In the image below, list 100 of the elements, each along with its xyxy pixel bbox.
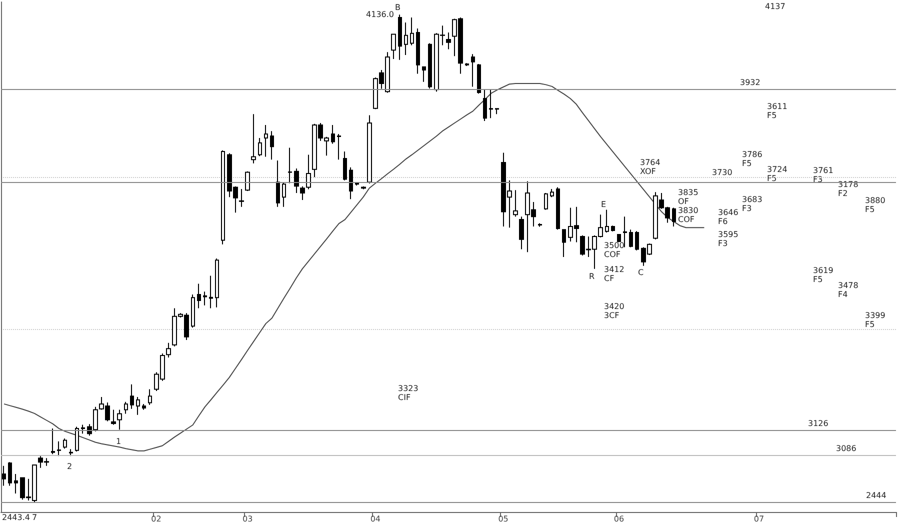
annotation: 4136.0 [366, 10, 394, 19]
candlestick [605, 209, 609, 234]
candlestick [617, 233, 621, 243]
candlestick [130, 384, 134, 410]
x-tick-label: 06 [614, 514, 624, 524]
candlestick [446, 32, 451, 50]
annotation: 3086 [836, 444, 856, 453]
annotation: 3420 3CF [604, 302, 624, 320]
candlestick [264, 124, 268, 158]
candlestick [477, 63, 481, 94]
candlestick [519, 216, 524, 250]
x-tick-label: 07 [754, 514, 764, 524]
candlestick [404, 22, 408, 56]
candlestick [142, 403, 146, 410]
annotation: 3646 F6 [718, 208, 738, 226]
candlestick [209, 275, 213, 309]
candlestick [489, 89, 493, 119]
candlestick [623, 216, 627, 248]
candlestick [398, 14, 402, 60]
annotation: 3932 [740, 78, 760, 87]
candlestick [270, 130, 274, 160]
annotation: 3412 CF [604, 265, 624, 283]
candlestick [245, 170, 250, 192]
candlestick [203, 291, 207, 306]
candlestick [465, 62, 469, 66]
candlestick [562, 229, 566, 258]
candlestick [191, 294, 195, 328]
candlestick [428, 42, 432, 89]
candlestick [416, 28, 420, 74]
candlestick [75, 426, 79, 452]
candlestick [367, 114, 372, 184]
x-tick-label: 05 [498, 514, 508, 524]
candlestick [391, 33, 396, 60]
annotation: 3786 F5 [742, 150, 762, 168]
candlestick [495, 108, 499, 115]
annotation: 3683 F3 [742, 195, 762, 213]
annotation: 3830 COF [678, 206, 698, 224]
candlestick [197, 283, 201, 309]
candlestick [2, 465, 6, 486]
candlestick [361, 186, 366, 190]
candlestick [410, 17, 414, 46]
candlestick [51, 428, 55, 455]
annotation: 3323 CIF [398, 384, 418, 402]
candlestick [349, 166, 353, 200]
candlestick [63, 438, 67, 450]
candlestick [136, 396, 140, 416]
annotation: 1 [116, 437, 122, 446]
candlestick [343, 151, 347, 181]
candlestick [550, 188, 554, 198]
candlestick [117, 409, 122, 430]
candlestick [221, 150, 225, 245]
annotation: 2 [67, 462, 72, 471]
annotation: 3730 [712, 168, 732, 177]
annotation: 3478 F4 [838, 281, 858, 299]
candlestick [629, 229, 633, 248]
candlestick [513, 190, 518, 218]
annotation: 3880 F5 [865, 196, 886, 214]
annotation: 3619 F5 [813, 266, 834, 284]
annotation: 4137 [765, 2, 786, 11]
candlestick [422, 66, 426, 82]
annotation: 3764 XOF [640, 158, 660, 176]
annotation: 3835 OF [678, 188, 698, 206]
candlestick [251, 114, 256, 164]
candlestick [111, 409, 116, 426]
candlestick [294, 168, 299, 194]
candlestick [81, 424, 85, 434]
candlestick [69, 448, 73, 457]
x-tick-label: 03 [242, 514, 253, 524]
candlestick [483, 89, 487, 122]
annotation: B [395, 3, 400, 12]
candlestick [337, 133, 341, 160]
annotation: E [601, 200, 606, 209]
candlestick [239, 188, 244, 208]
candlestick [8, 462, 12, 486]
candlestick [331, 124, 335, 144]
candlestick [215, 258, 219, 308]
annotation: C [638, 268, 644, 277]
candlestick [148, 388, 152, 406]
candlestick [14, 473, 18, 494]
annotation: 3595 F3 [718, 230, 738, 248]
candlestick [544, 192, 548, 210]
candlestick [166, 342, 171, 358]
candlestick [288, 147, 292, 184]
annotation: 3500 COF [604, 241, 624, 259]
candlestick [611, 225, 615, 232]
candlestick [672, 207, 676, 227]
x-tick-label: 02 [151, 514, 162, 524]
candlestick [556, 186, 560, 230]
candlestick [635, 230, 639, 251]
candlestick [282, 182, 286, 208]
annotation: 3611 F5 [767, 102, 788, 120]
candlestick [124, 401, 128, 414]
candlestick [471, 54, 475, 88]
text: 2443.4 [2, 513, 30, 522]
x-tick-label: 04 [370, 514, 381, 524]
text: 7 [32, 513, 38, 522]
candlestick [258, 138, 262, 157]
candlestick [57, 440, 61, 457]
candlestick [276, 160, 280, 208]
annotation: R [589, 272, 595, 281]
